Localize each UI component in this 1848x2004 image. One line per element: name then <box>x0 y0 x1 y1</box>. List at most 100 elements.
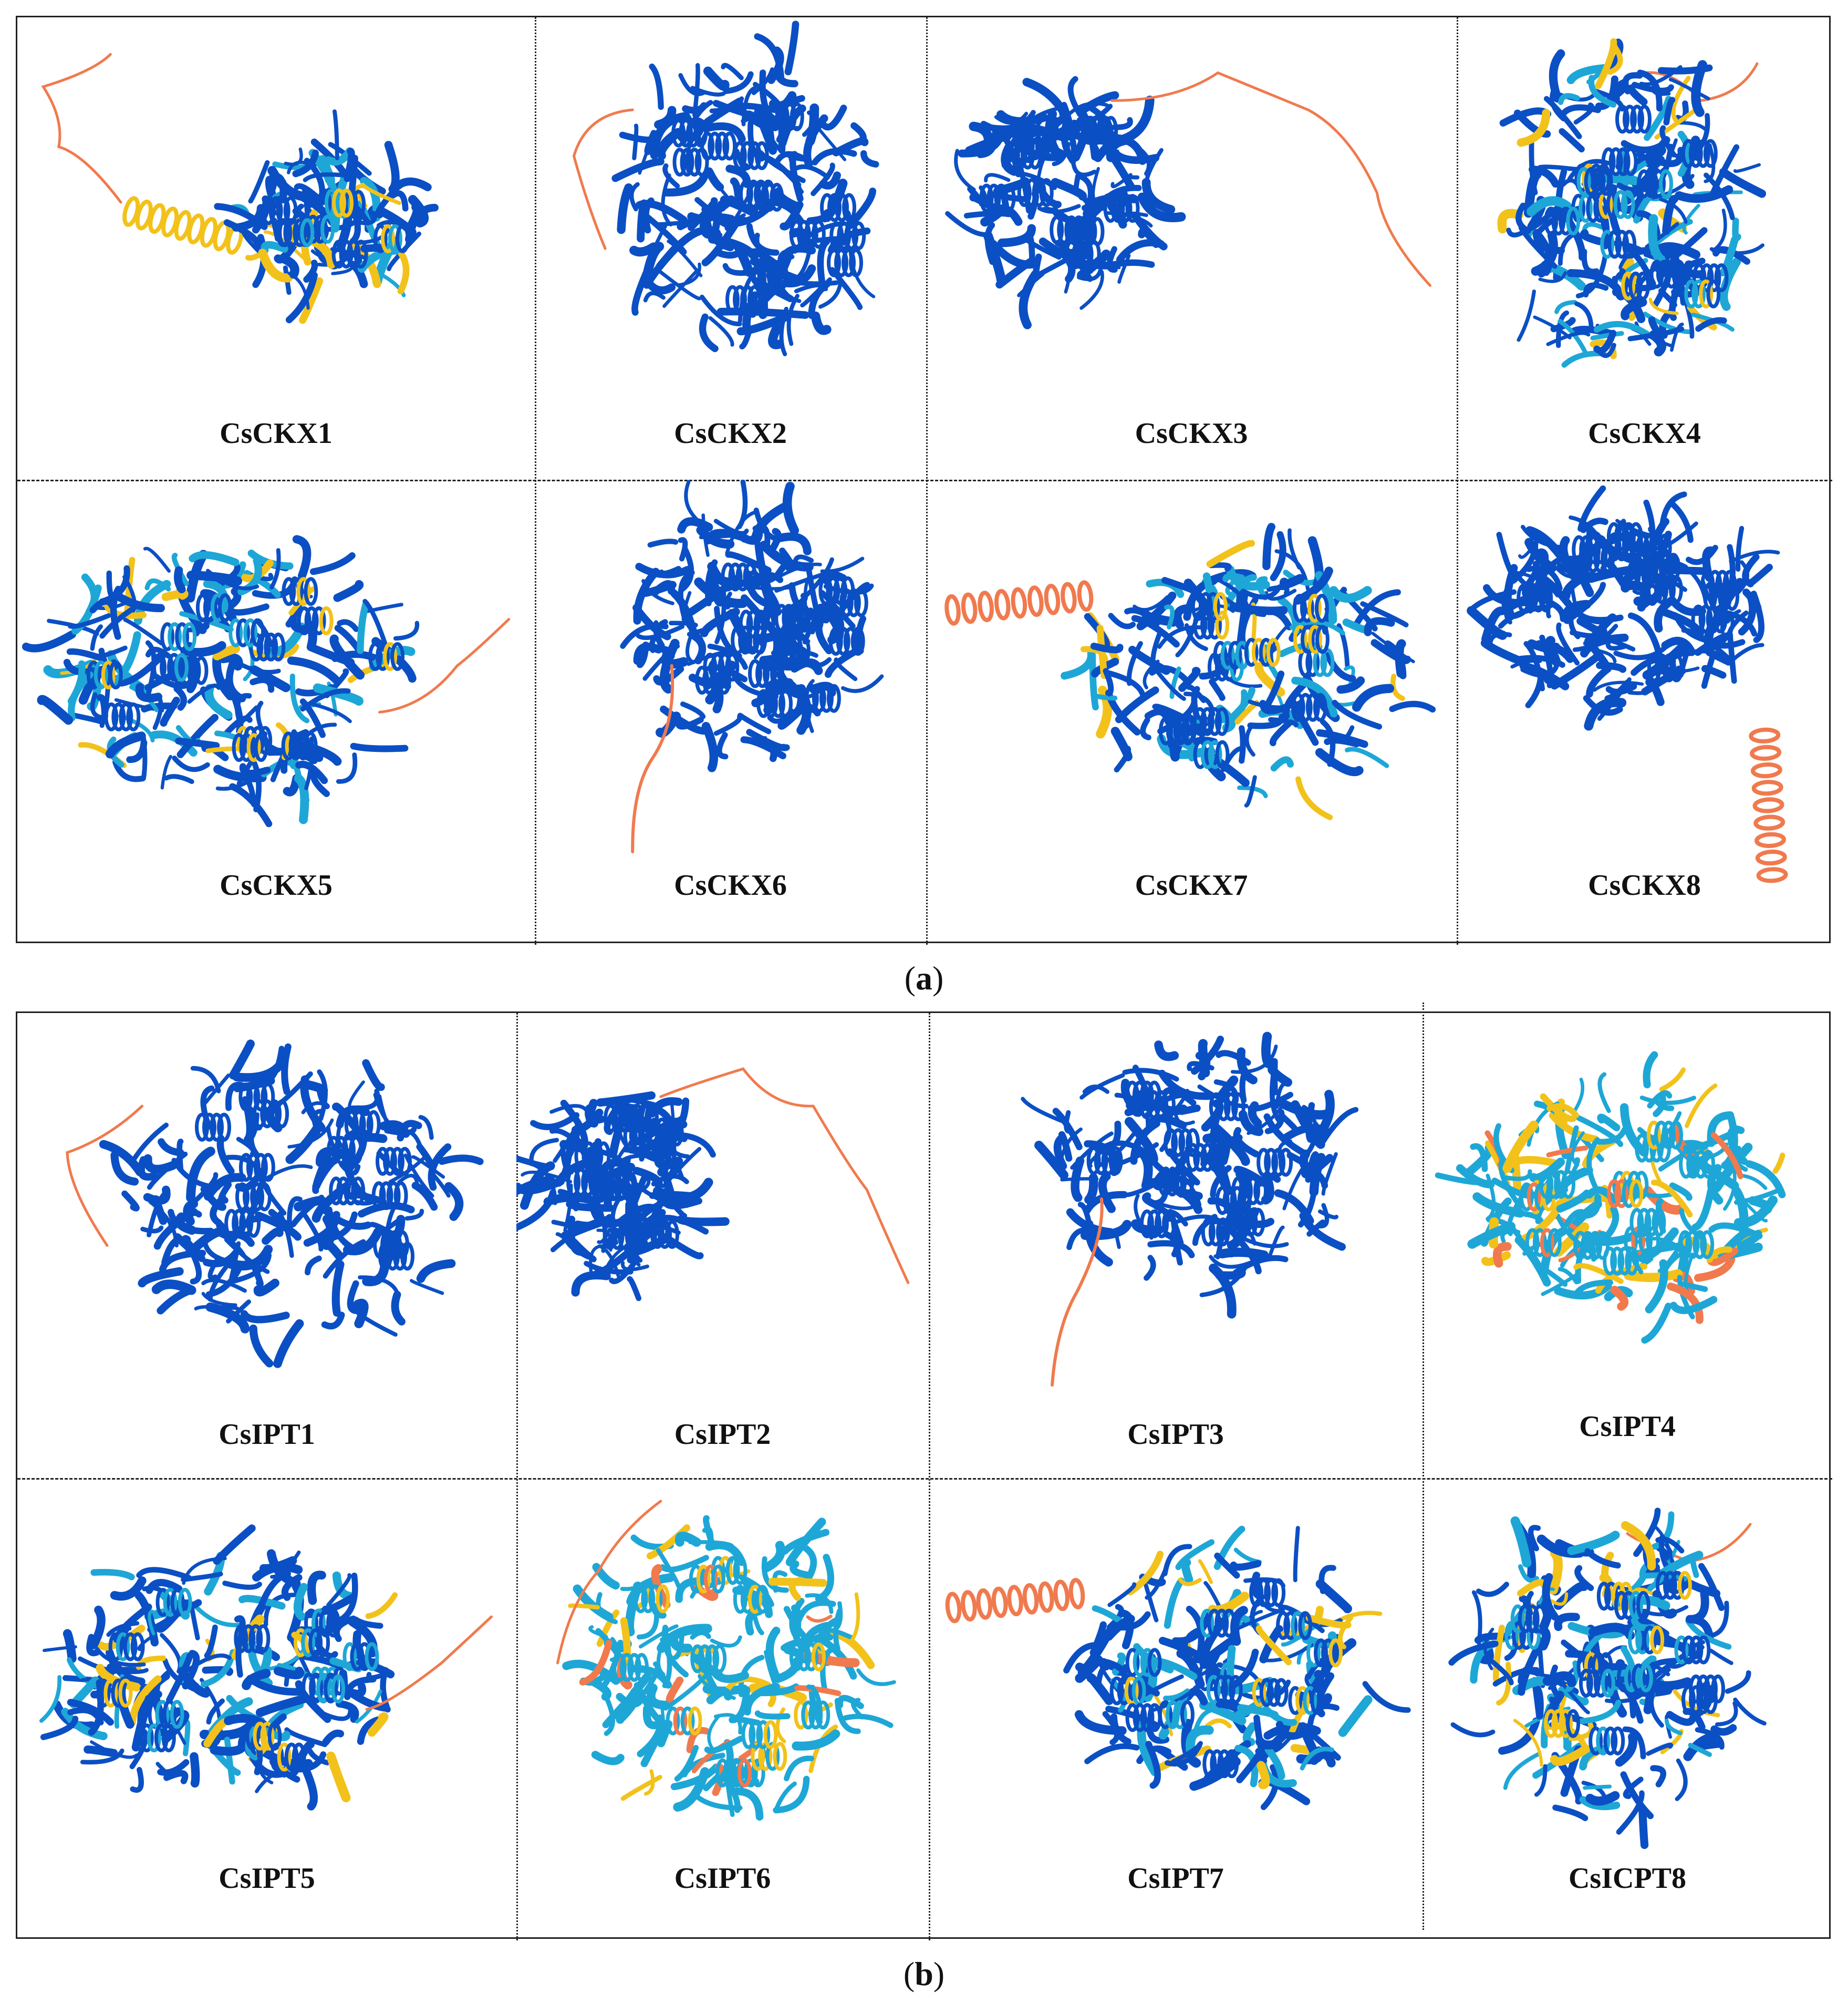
ribbon-segment <box>1659 491 1687 526</box>
helix-turn <box>620 1652 634 1682</box>
ribbon-segment <box>61 1708 108 1740</box>
protein-structure <box>1448 1507 1767 1849</box>
helix-turn <box>1024 178 1039 207</box>
ribbon-segment <box>362 598 389 649</box>
ribbon-segment <box>1164 604 1175 629</box>
ribbon-segment <box>1513 1719 1543 1767</box>
helix-turn <box>376 642 390 671</box>
ribbon-segment <box>579 1639 612 1686</box>
helix-turn <box>1625 1246 1639 1276</box>
helix-turn <box>752 261 766 291</box>
ribbon-segment <box>1503 564 1518 620</box>
helix-turn <box>1264 1148 1279 1177</box>
helix-turn <box>325 188 339 218</box>
ribbon-segment <box>1092 167 1100 199</box>
helix-turn <box>313 214 328 244</box>
helix-turn <box>581 1168 596 1197</box>
helix-turn <box>710 653 725 682</box>
helix-turn <box>182 622 197 652</box>
helix-turn <box>1214 1608 1229 1638</box>
ribbon-segment <box>1115 149 1140 180</box>
protein-label: CsIPT6 <box>674 1862 771 1895</box>
helix-turn <box>1581 1231 1595 1260</box>
helix-turn <box>195 1112 209 1142</box>
ribbon-segment <box>304 158 326 207</box>
helix-turn <box>1221 1675 1236 1704</box>
ribbon-segment <box>152 1195 168 1225</box>
helix-turn <box>1606 190 1621 219</box>
helix-turn <box>1162 1209 1176 1238</box>
divider <box>929 1013 930 1940</box>
helix-turn <box>1631 1663 1646 1692</box>
structure-cell: CsCKX1 <box>17 17 535 480</box>
helix-turn <box>324 1675 338 1703</box>
ribbon-segment <box>1708 1222 1763 1239</box>
helix-turn <box>694 148 709 177</box>
ribbon-segment <box>1572 1078 1584 1114</box>
ribbon-segment <box>1104 259 1155 270</box>
helix-turn <box>1050 215 1064 244</box>
helix-turn <box>224 1208 239 1238</box>
ribbon-segment <box>410 1279 444 1295</box>
ribbon-segment <box>1342 618 1369 634</box>
ribbon-segment <box>250 665 290 693</box>
ribbon-segment <box>240 1310 290 1324</box>
ribbon-segment <box>993 177 1030 196</box>
helix-turn <box>239 1208 254 1238</box>
helix-turn <box>614 1172 628 1201</box>
ribbon-segment <box>1497 209 1524 234</box>
helix-turn <box>1314 594 1329 623</box>
ribbon-segment <box>1569 1721 1594 1741</box>
helix-turn <box>1193 740 1208 769</box>
ribbon-segment <box>1683 1732 1719 1761</box>
structure-cell: CsIPT4 <box>1423 1013 1832 1478</box>
ribbon-segment <box>106 1621 140 1637</box>
ribbon-segment <box>1498 1157 1523 1210</box>
helix-turn <box>1057 215 1072 244</box>
ribbon-segment <box>781 593 808 615</box>
ribbon-segment <box>224 1237 270 1274</box>
ribbon-segment <box>305 1255 322 1276</box>
helix-turn <box>1688 139 1703 168</box>
helix-turn <box>1707 263 1721 293</box>
helix-turn <box>1615 105 1629 134</box>
helix-turn <box>175 622 190 652</box>
ribbon-segment <box>1694 1255 1736 1282</box>
helix-turn <box>123 1632 138 1661</box>
ribbon-segment <box>1561 104 1601 116</box>
ribbon-segment <box>303 260 318 283</box>
helix-turn <box>680 1706 695 1736</box>
helix-turn <box>1200 1143 1215 1172</box>
helix-turn <box>837 221 852 251</box>
helix-turn <box>342 1642 357 1671</box>
ribbon-segment <box>609 1261 637 1284</box>
ribbon-segment <box>648 224 667 258</box>
ribbon-segment <box>1706 1246 1732 1263</box>
ribbon-segment <box>723 71 754 94</box>
helix-turn <box>1223 1092 1238 1121</box>
ribbon-segment <box>1122 1068 1179 1082</box>
helix-turn <box>1601 1668 1615 1698</box>
helix-turn <box>715 131 730 161</box>
ribbon-segment <box>293 1583 308 1621</box>
ribbon-segment <box>1141 178 1176 214</box>
ribbon-segment <box>428 1143 452 1191</box>
helix-turn <box>1118 194 1133 223</box>
ribbon-segment <box>1586 665 1612 698</box>
helix-turn <box>1647 1120 1661 1150</box>
helix-turn <box>662 1118 677 1146</box>
helix-turn <box>312 606 326 635</box>
ribbon-segment <box>1171 1741 1203 1764</box>
helix-turn <box>1068 1578 1085 1609</box>
helix-turn <box>1650 1625 1665 1655</box>
helix-turn <box>1161 1090 1176 1119</box>
ribbon-segment <box>1704 143 1716 183</box>
ribbon-segment <box>360 244 386 253</box>
helix-turn <box>1686 1150 1701 1179</box>
ribbon-segment <box>1620 1771 1654 1820</box>
ribbon-segment <box>1645 1259 1668 1314</box>
ribbon-segment <box>703 1515 715 1547</box>
ribbon-segment <box>662 268 700 308</box>
helix-turn <box>238 1082 253 1112</box>
helix-turn <box>1630 105 1644 134</box>
